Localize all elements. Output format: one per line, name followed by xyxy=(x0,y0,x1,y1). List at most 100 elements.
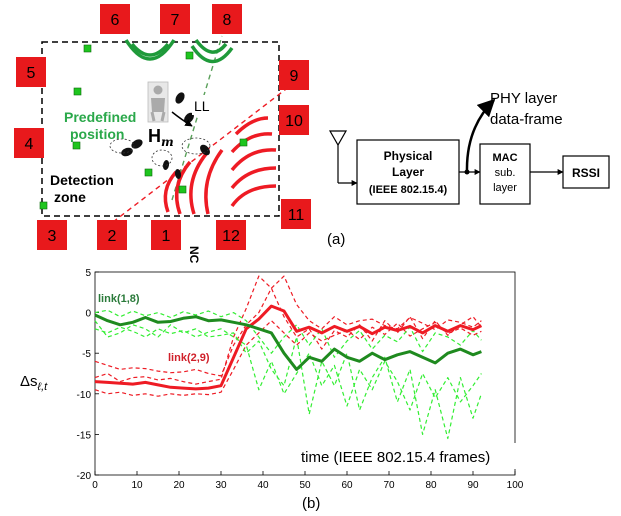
node-12-square xyxy=(216,220,246,250)
node-label-6: 6 xyxy=(111,12,120,29)
red-wave-icon xyxy=(163,116,277,215)
phy-frame-arrow xyxy=(465,98,496,173)
green-wave-icon xyxy=(124,38,234,64)
node-label-11: 11 xyxy=(288,207,305,224)
x-tick-label: 80 xyxy=(425,480,437,491)
node-4-square xyxy=(14,128,44,158)
physical-layer-box xyxy=(356,139,460,205)
node-label-8: 8 xyxy=(223,12,232,29)
hm-label: Hm xyxy=(148,126,174,149)
sensor-marker xyxy=(39,201,48,210)
series-line-7 xyxy=(94,326,482,411)
y-tick-label: 5 xyxy=(85,268,91,279)
node-2-square xyxy=(97,220,127,250)
node-10-square xyxy=(279,105,309,135)
receiver-block-diagram: Physical Layer (IEEE 802.15.4) MAC sub. … xyxy=(327,90,610,248)
mac-sublayer-box xyxy=(479,143,531,205)
y-tick-label: -20 xyxy=(77,471,92,482)
x-tick-label: 90 xyxy=(467,480,479,491)
sensor-marker xyxy=(144,168,153,177)
chart-xlabel: time (IEEE 802.15.4 frames) xyxy=(301,449,490,466)
node-squares xyxy=(14,4,311,250)
node-label-4: 4 xyxy=(25,136,34,153)
sensor-marker xyxy=(72,141,81,150)
rssi-box xyxy=(562,155,610,189)
sensor-marker xyxy=(178,185,187,194)
series-line-0 xyxy=(94,304,483,391)
x-tick-label: 20 xyxy=(173,480,185,491)
y-tick-label: -5 xyxy=(82,349,91,360)
series-line-4 xyxy=(94,275,482,377)
panel-a-caption: (a) xyxy=(327,231,345,248)
series-line-3 xyxy=(94,320,482,397)
footprint-outlines xyxy=(109,137,211,167)
predefined-position-label-1: Predefined xyxy=(64,109,136,125)
link-2-9-line xyxy=(112,85,291,223)
series-line-2 xyxy=(94,275,482,385)
node-label-3: 3 xyxy=(48,228,57,245)
deployment-diagram: Predefined position Hm LL Detection zone… xyxy=(14,4,311,264)
x-tick-label: 60 xyxy=(341,480,353,491)
x-tick-label: 10 xyxy=(131,480,143,491)
movement-arrow-icon xyxy=(171,111,193,127)
x-tick-label: 70 xyxy=(383,480,395,491)
node-labels: 6 7 8 5 9 10 4 11 3 2 1 12 xyxy=(25,12,305,245)
physical-layer-label-1: Physical xyxy=(384,149,433,163)
antenna-icon xyxy=(328,130,358,186)
node-8-square xyxy=(212,4,242,34)
node-label-9: 9 xyxy=(290,68,299,85)
x-tick-label: 30 xyxy=(215,480,227,491)
sensor-marker xyxy=(185,51,194,60)
panel-b-caption: (b) xyxy=(302,495,320,512)
node-label-1: 1 xyxy=(162,228,171,245)
chart-plot-area xyxy=(94,271,516,476)
x-tick-label: 40 xyxy=(257,480,269,491)
chart-ylabel-subscript: ℓ,t xyxy=(37,381,49,393)
rssi-label: RSSI xyxy=(572,166,600,180)
node-1-square xyxy=(151,220,181,250)
chart-ylabel: Δsℓ,t xyxy=(20,373,48,393)
node-label-2: 2 xyxy=(108,228,117,245)
sensor-marker xyxy=(73,87,82,96)
phy-frame-label-1: PHY layer xyxy=(490,90,557,107)
physical-layer-label-2: Layer xyxy=(392,165,424,179)
mac-label-3: layer xyxy=(493,182,517,194)
detection-zone-label-1: Detection xyxy=(50,172,114,188)
sensor-marker xyxy=(239,138,248,147)
x-tick-label: 0 xyxy=(92,480,98,491)
series-label-link-2-9: link(2,9) xyxy=(168,352,210,364)
x-tick-label: 100 xyxy=(507,480,524,491)
sensor-markers xyxy=(39,44,248,210)
node-11-square xyxy=(281,199,311,229)
mac-label-2: sub. xyxy=(495,167,516,179)
x-tick-label: 50 xyxy=(299,480,311,491)
y-tick-label: -15 xyxy=(77,430,92,441)
chart-series xyxy=(94,275,483,440)
mac-label-1: MAC xyxy=(492,152,517,164)
series-line-1 xyxy=(94,313,482,371)
node-5-square xyxy=(16,57,46,87)
hm-subscript: m xyxy=(161,135,174,149)
node-9-square xyxy=(279,60,309,90)
ll-label: LL xyxy=(194,98,210,114)
sensor-marker xyxy=(83,44,92,53)
physical-layer-label-3: (IEEE 802.15.4) xyxy=(369,184,448,196)
y-tick-label: 0 xyxy=(85,309,91,320)
predefined-position-label-2: position xyxy=(70,126,124,142)
person-icon xyxy=(147,81,169,123)
node-label-5: 5 xyxy=(27,65,36,82)
ll-label-bg xyxy=(192,95,216,115)
xlabel-bg xyxy=(300,443,516,469)
y-tick-label: -10 xyxy=(77,390,92,401)
series-line-6 xyxy=(94,309,482,358)
detection-zone-label-2: zone xyxy=(54,189,86,205)
series-label-link-1-8: link(1,8) xyxy=(98,293,140,305)
node-6-square xyxy=(100,4,130,34)
phy-frame-label-2: data-frame xyxy=(490,111,563,128)
nc-label: NC xyxy=(187,246,201,264)
node-label-7: 7 xyxy=(171,12,180,29)
node-label-10: 10 xyxy=(285,113,303,130)
node-7-square xyxy=(160,4,190,34)
